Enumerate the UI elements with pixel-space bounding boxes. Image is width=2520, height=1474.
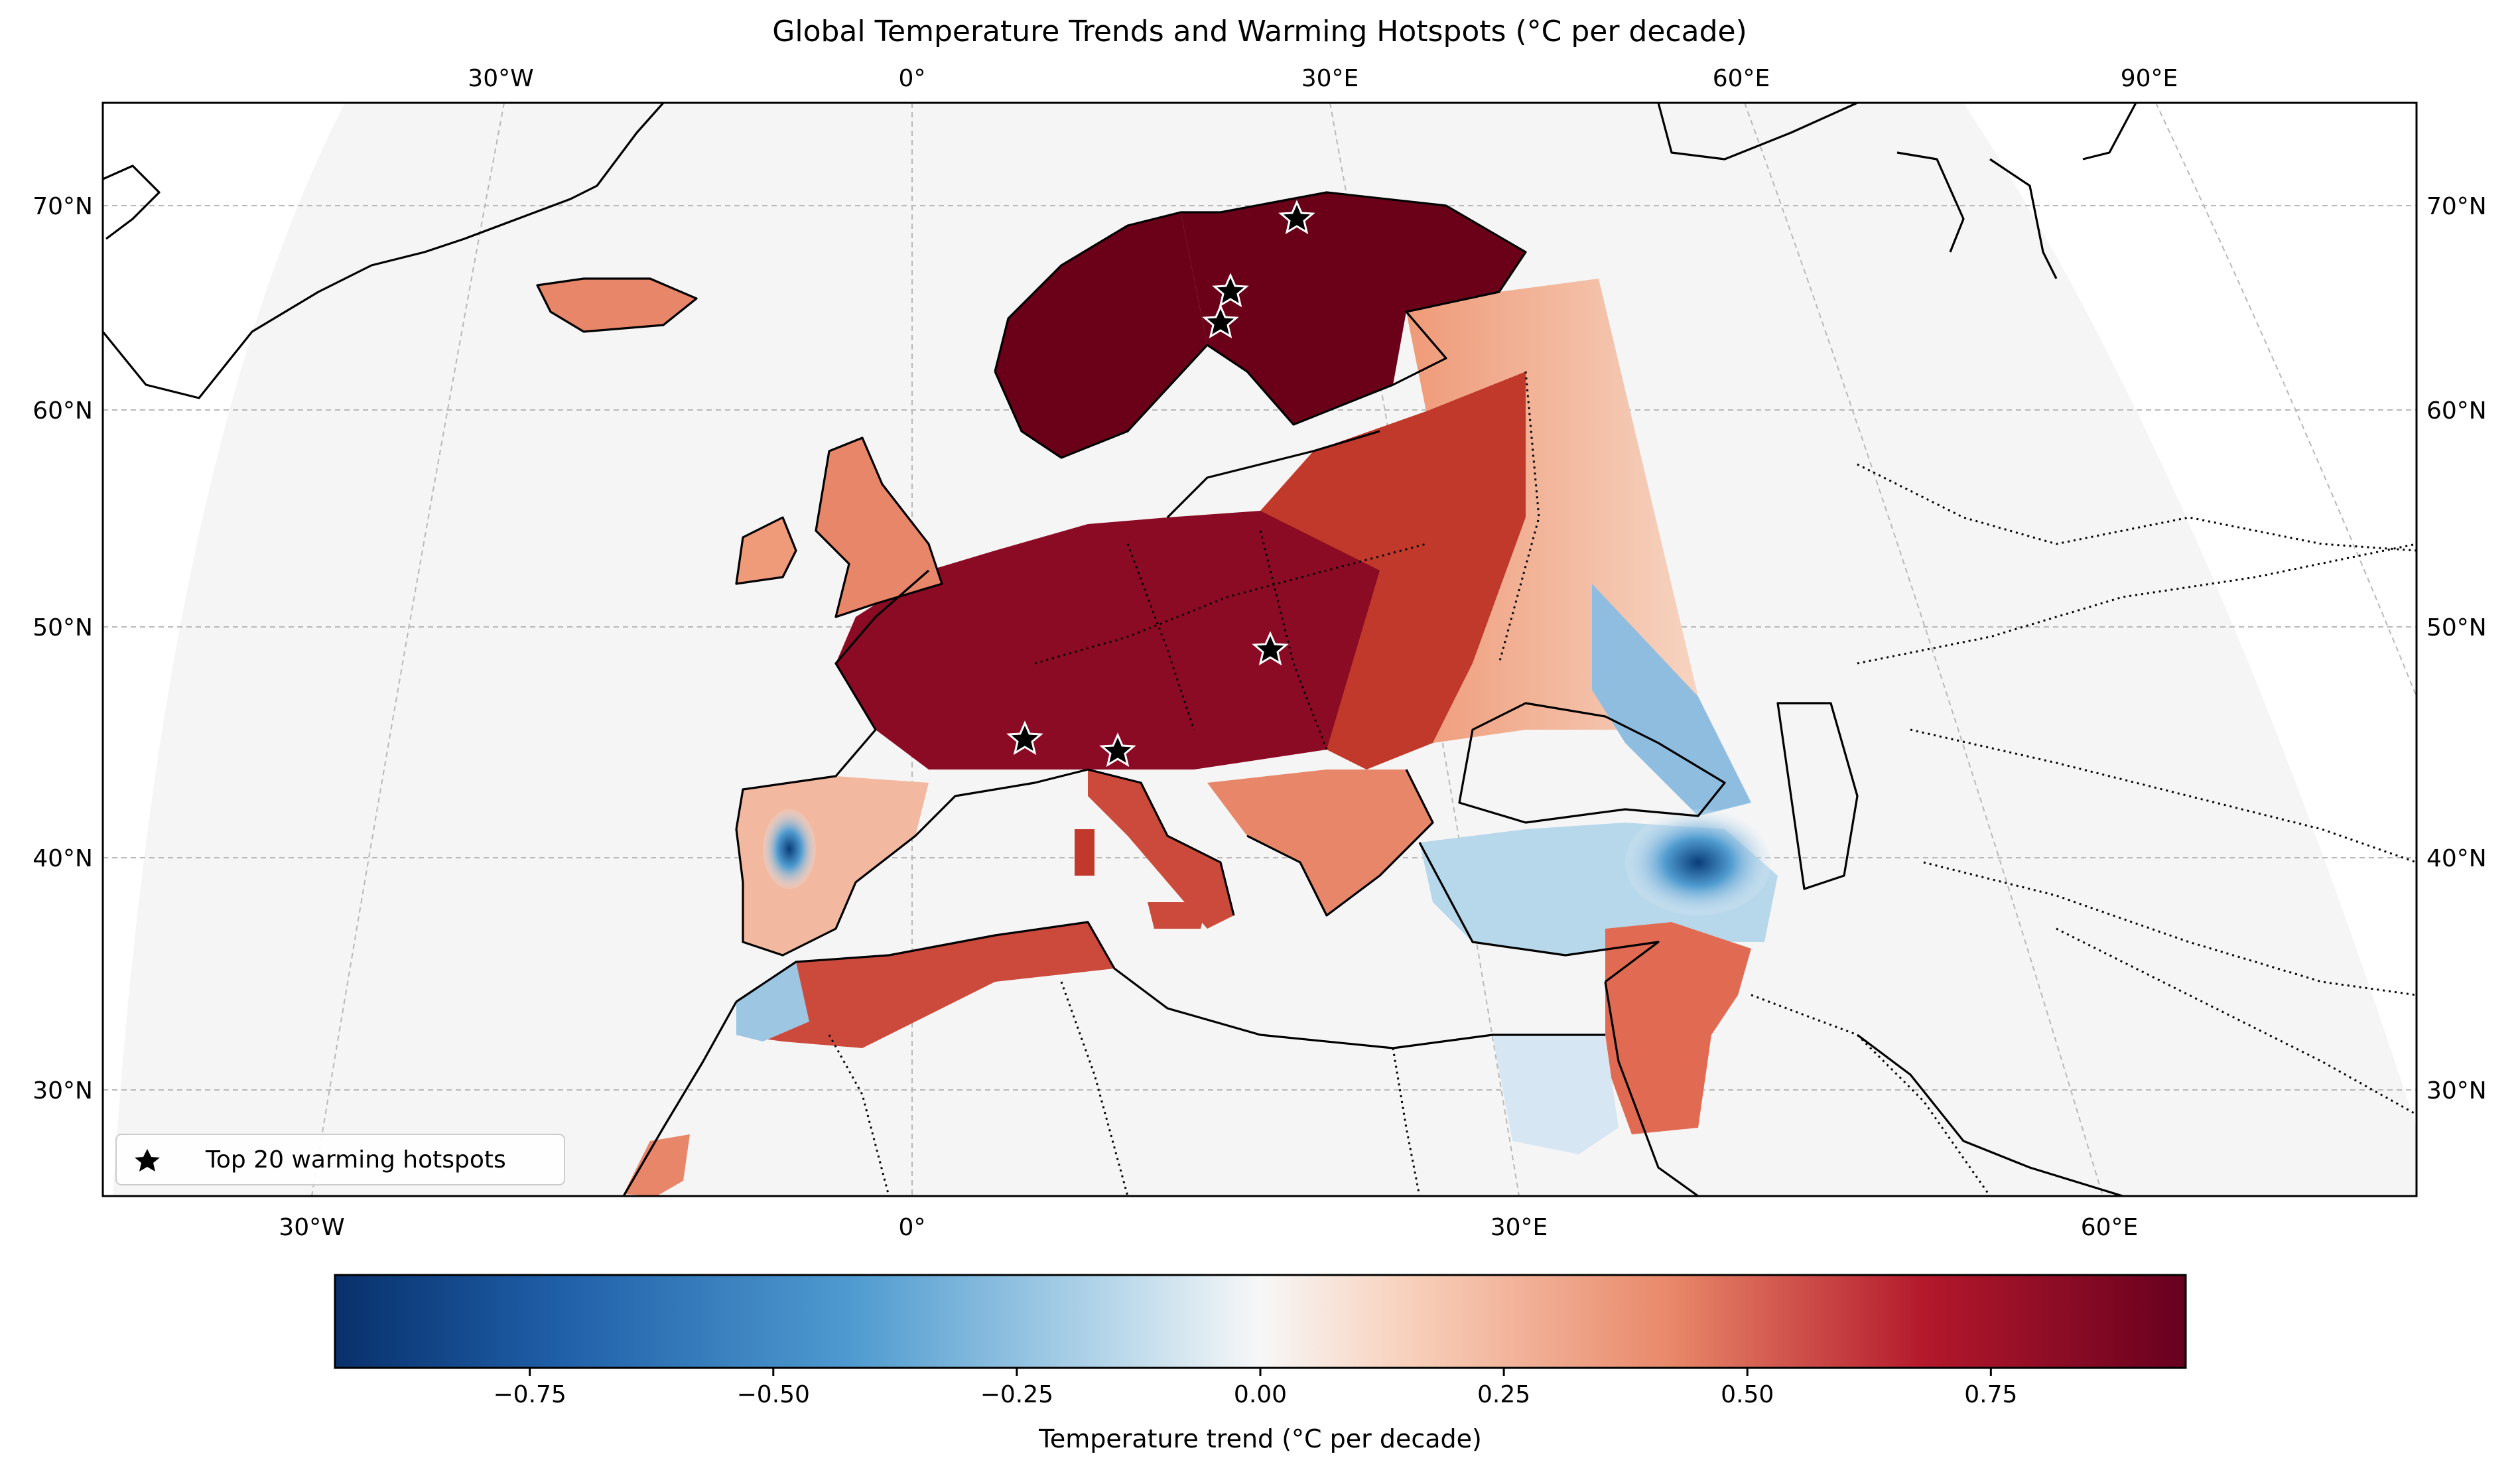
- hotspot-star: [1278, 200, 1315, 235]
- legend-label: Top 20 warming hotspots: [205, 1146, 506, 1173]
- bottom-lon-label: 0°: [899, 1214, 926, 1241]
- bottom-lon-label: 30°E: [1491, 1214, 1548, 1241]
- hotspot-star: [1212, 273, 1249, 308]
- sardinia-region: [1075, 829, 1094, 876]
- hotspot-markers: [1006, 200, 1315, 768]
- caucasus-cold-region: [1592, 584, 1751, 816]
- top-lon-label: 90°E: [2121, 65, 2178, 92]
- central-europe-region: [836, 491, 1406, 770]
- legend: Top 20 warming hotspots: [115, 1134, 565, 1185]
- eastern-europe-region: [1260, 371, 1526, 770]
- colorbar-tick-label: 0.00: [1234, 1381, 1287, 1408]
- top-lon-label: 30°E: [1301, 65, 1359, 92]
- colorbar-ticks: −0.75 −0.50 −0.25 0.00 0.25 0.50 0.75: [494, 1368, 2017, 1408]
- hotspot-star: [1099, 732, 1136, 768]
- top-lon-label: 0°: [899, 65, 926, 92]
- egypt-region: [1492, 1035, 1619, 1154]
- bottom-lon-label: 60°E: [2081, 1214, 2139, 1241]
- hotspot-star: [1202, 304, 1239, 339]
- bottom-lon-label: 30°W: [279, 1214, 344, 1241]
- colorbar-tick-label: 0.25: [1477, 1381, 1530, 1408]
- top-lon-label: 60°E: [1713, 65, 1770, 92]
- left-lat-label: 50°N: [33, 614, 93, 641]
- colorbar-tick-label: −0.25: [980, 1381, 1053, 1408]
- legend-box: [115, 1134, 565, 1185]
- left-latitude-labels: 70°N 60°N 50°N 40°N 30°N: [33, 193, 93, 1105]
- map-frame: [101, 101, 2418, 1197]
- right-lat-label: 30°N: [2426, 1077, 2487, 1105]
- turkey-cold-core: [1625, 809, 1771, 915]
- levant-region: [1605, 922, 1751, 1134]
- hotspot-star: [1252, 631, 1289, 666]
- balkans-region: [1207, 770, 1433, 915]
- map-panel: [103, 103, 2417, 1196]
- legend-star-icon: [135, 1149, 160, 1172]
- colorbar-tick-label: −0.50: [737, 1381, 810, 1408]
- country-borders: [828, 371, 2417, 1196]
- iberia-cool-spot: [763, 809, 816, 889]
- west-africa-region: [624, 1134, 690, 1196]
- colorbar-tick-label: −0.75: [494, 1381, 566, 1408]
- left-lat-label: 60°N: [33, 397, 93, 425]
- right-lat-label: 50°N: [2426, 614, 2487, 641]
- colorbar: −0.75 −0.50 −0.25 0.00 0.25 0.50 0.75 Temperat…: [334, 1274, 2187, 1453]
- italy-region: [1088, 770, 1234, 929]
- coastlines: [103, 103, 2137, 1196]
- finland-region: [1181, 192, 1526, 425]
- left-lat-label: 30°N: [33, 1077, 93, 1105]
- hotspot-star: [1006, 720, 1043, 756]
- colorbar-tick-label: 0.50: [1721, 1381, 1774, 1408]
- left-lat-label: 70°N: [33, 193, 93, 220]
- colorbar-label: Temperature trend (°C per decade): [1038, 1424, 1482, 1453]
- right-latitude-labels: 70°N 60°N 50°N 40°N 30°N: [2426, 193, 2487, 1105]
- bottom-longitude-labels: 30°W 0° 30°E 60°E: [279, 1214, 2138, 1241]
- scandinavia-region: [995, 212, 1207, 458]
- colorbar-tick-label: 0.75: [1964, 1381, 2017, 1408]
- right-lat-label: 70°N: [2426, 193, 2487, 220]
- left-lat-label: 40°N: [33, 845, 93, 872]
- morocco-cool: [736, 962, 809, 1041]
- top-longitude-labels: 30°W 0° 30°E 60°E 90°E: [468, 65, 2178, 92]
- sicily-region: [1148, 902, 1207, 929]
- north-africa-region: [736, 922, 1114, 1048]
- right-lat-label: 40°N: [2426, 845, 2487, 872]
- colorbar-gradient: [334, 1274, 2187, 1369]
- top-lon-label: 30°W: [468, 65, 533, 92]
- chart-title: Global Temperature Trends and Warming Ho…: [772, 15, 1747, 48]
- temperature-field: [537, 192, 1778, 1196]
- iceland-region: [537, 279, 696, 332]
- right-lat-label: 60°N: [2426, 397, 2487, 425]
